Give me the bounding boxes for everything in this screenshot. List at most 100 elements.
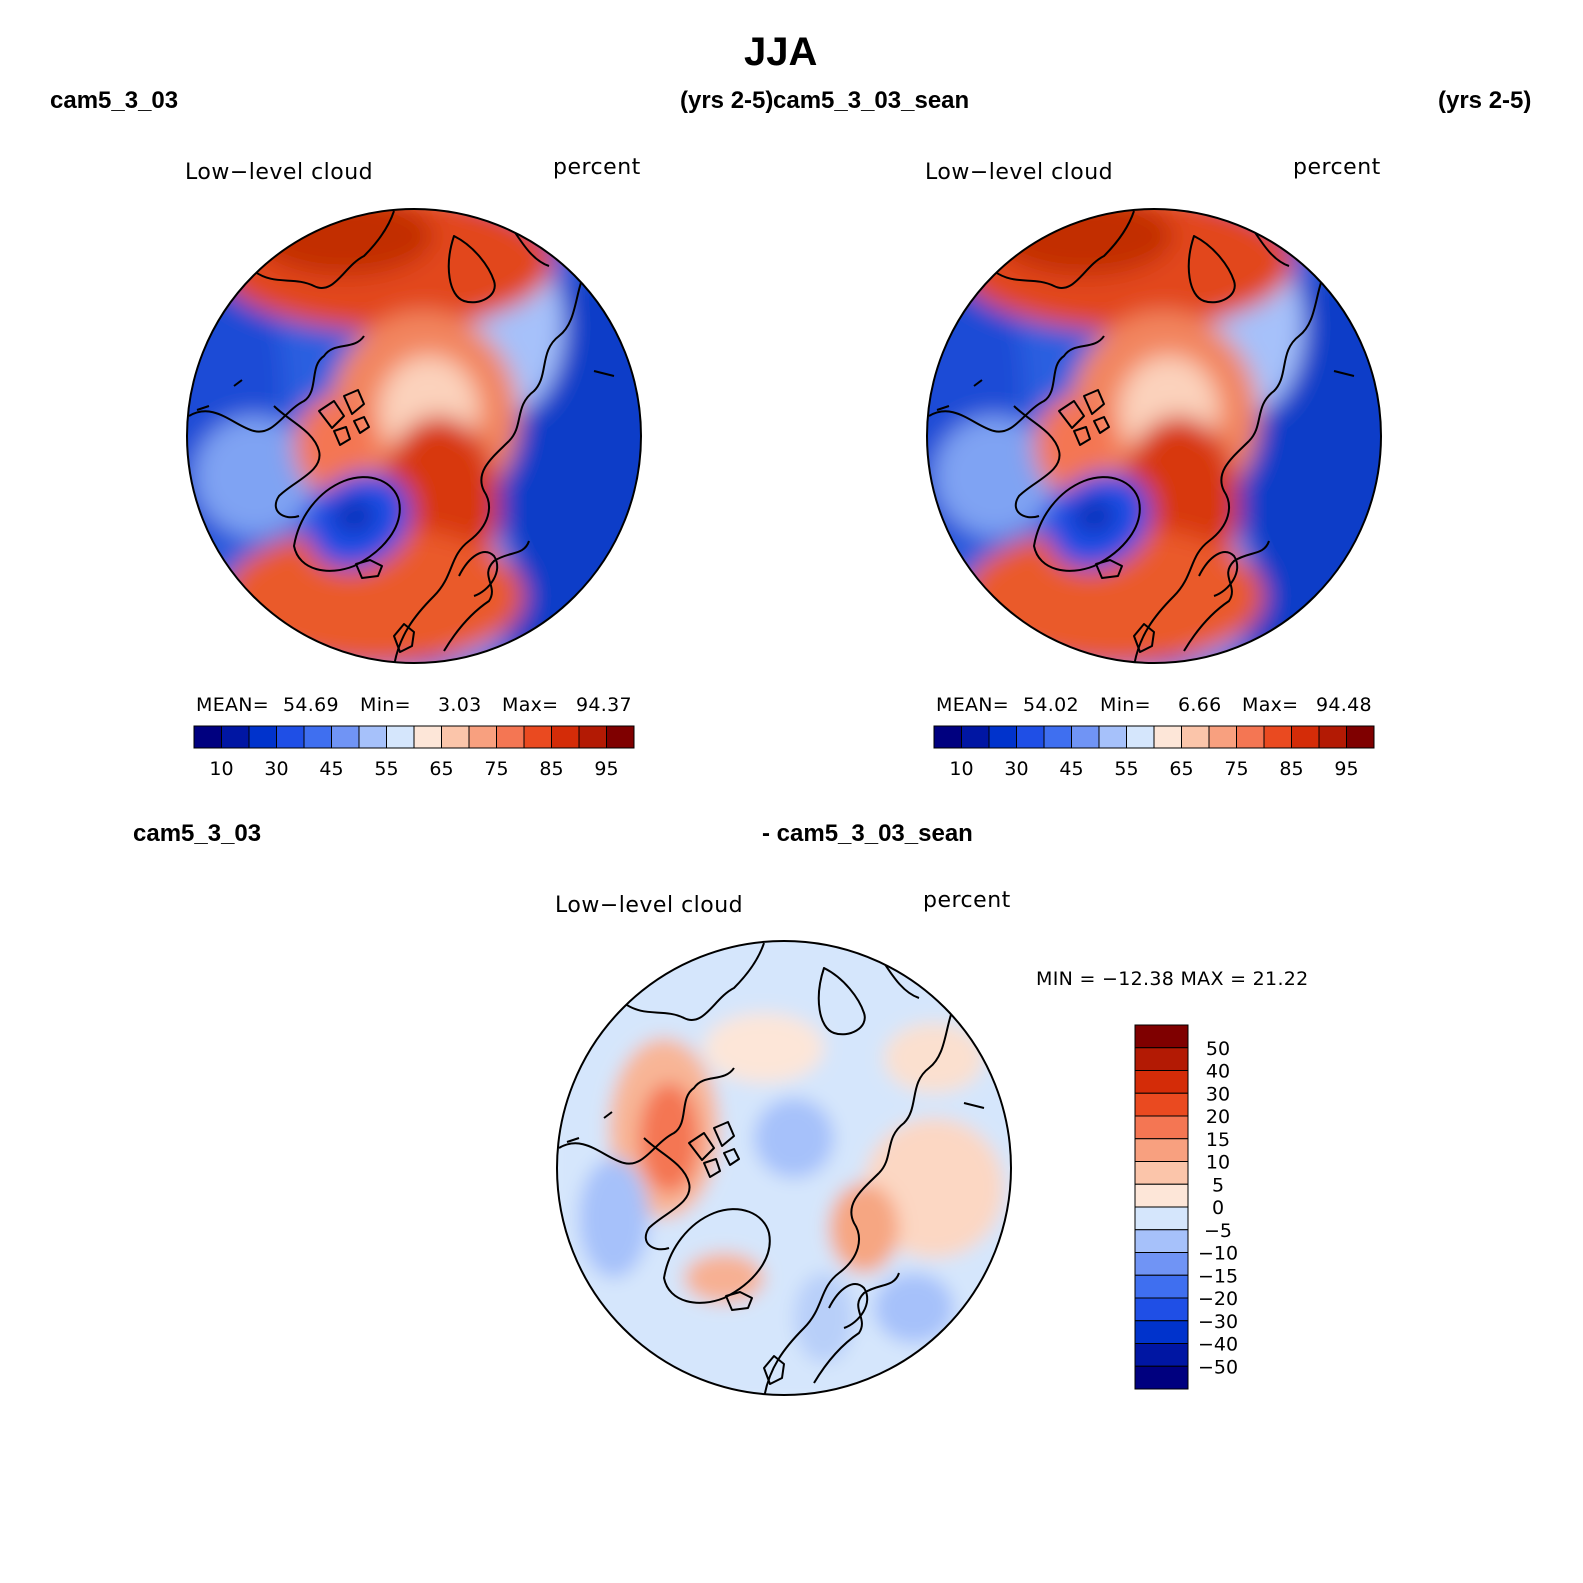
panel1-colorbar-swatch xyxy=(468,725,497,749)
diff-colorbar-tick-label: −5 xyxy=(1204,1220,1232,1242)
panel2-colorbar-swatch xyxy=(1291,725,1320,749)
panel1-colorbar-swatch xyxy=(386,725,415,749)
panel2-colorbar-tick-label: 45 xyxy=(1059,758,1083,780)
panel1-colorbar-swatch xyxy=(606,725,635,749)
diff-colorbar-swatch xyxy=(1134,1024,1189,1049)
panel2-max-value: 94.48 xyxy=(1316,694,1372,716)
panel2-colorbar-swatch xyxy=(1043,725,1072,749)
panel2-units-label: percent xyxy=(1293,155,1381,180)
diff-case-b-label: - cam5_3_03_sean xyxy=(762,820,973,847)
diff-units-label: percent xyxy=(923,888,1011,913)
diff-map-border xyxy=(556,940,1012,1396)
panel2-min-value: 6.66 xyxy=(1178,694,1222,716)
diff-colorbar-swatch xyxy=(1134,1365,1189,1390)
diff-colorbar-swatch xyxy=(1134,1320,1189,1344)
panel2-colorbar-tick-label: 30 xyxy=(1004,758,1028,780)
panel1-colorbar-swatch xyxy=(193,725,222,749)
panel2-colorbar-tick-label: 85 xyxy=(1279,758,1303,780)
panel2-map-border xyxy=(926,208,1382,664)
panel1-colorbar-swatch xyxy=(303,725,332,749)
diff-colorbar-tick-label: −15 xyxy=(1198,1265,1238,1287)
diff-colorbar-tick-label: −20 xyxy=(1198,1288,1238,1310)
panel2-colorbar-tick-label: 10 xyxy=(949,758,973,780)
panel2-variable-label: Low−level cloud xyxy=(925,160,1114,185)
diff-colorbar-swatch xyxy=(1134,1138,1189,1162)
diff-minmax-label: MIN = −12.38 MAX = 21.22 xyxy=(1036,968,1309,990)
diff-colorbar-tick-label: 40 xyxy=(1206,1061,1230,1083)
panel1-colorbar-swatch xyxy=(441,725,470,749)
panel2-colorbar: 10 30 45 55 65 75 85 95 xyxy=(933,725,1375,780)
diff-colorbar-swatch xyxy=(1134,1274,1189,1299)
diff-case-a-label: cam5_3_03 xyxy=(133,820,262,847)
panel1-variable-label: Low−level cloud xyxy=(185,160,374,185)
diff-colorbar-tick-label: 30 xyxy=(1206,1083,1230,1105)
panel1-colorbar-tick-label: 75 xyxy=(484,758,508,780)
panel2-colorbar-swatch xyxy=(988,725,1017,749)
panel2-colorbar-swatch xyxy=(933,725,962,749)
diff-colorbar-swatch xyxy=(1134,1183,1189,1208)
panel2-colorbar-swatch xyxy=(1181,725,1210,749)
panel1-colorbar-swatch xyxy=(221,725,250,749)
panel1-map xyxy=(187,209,641,663)
panel2-colorbar-swatch xyxy=(1346,725,1375,749)
diff-map xyxy=(557,941,1011,1395)
diff-colorbar-tick-label: 20 xyxy=(1206,1106,1230,1128)
diff-colorbar-swatch xyxy=(1134,1115,1189,1140)
panel1-colorbar-swatch xyxy=(276,725,305,749)
panel1-colorbar-tick-label: 30 xyxy=(264,758,288,780)
diff-colorbar-swatch xyxy=(1134,1161,1189,1185)
panel2-colorbar-swatch xyxy=(1263,725,1292,749)
panel2-colorbar-swatch xyxy=(1153,725,1182,749)
panel1-colorbar-tick-label: 45 xyxy=(319,758,343,780)
panel2-colorbar-swatch xyxy=(1208,725,1237,749)
panel2-years-label: (yrs 2-5) xyxy=(1438,87,1532,114)
panel2-colorbar-tick-label: 75 xyxy=(1224,758,1248,780)
diff-colorbar-tick-label: 15 xyxy=(1206,1129,1230,1151)
panel1-colorbar-swatch xyxy=(248,725,277,749)
panel2-colorbar-tick-label: 65 xyxy=(1169,758,1193,780)
diff-colorbar-swatch xyxy=(1134,1297,1189,1322)
panel1-min-label: Min= xyxy=(360,694,411,716)
panel1-colorbar-tick-label: 55 xyxy=(374,758,398,780)
panel2-map xyxy=(927,209,1381,663)
panel1-colorbar-swatch xyxy=(358,725,387,749)
panel1-years-label: (yrs 2-5) xyxy=(680,87,774,114)
panel2-colorbar-swatch xyxy=(1071,725,1100,749)
panel2-case-label: cam5_3_03_sean xyxy=(773,87,970,114)
panel1-mean-value: 54.69 xyxy=(283,694,339,716)
panel2-colorbar-swatch xyxy=(1126,725,1155,749)
diff-colorbar-tick-label: −40 xyxy=(1198,1334,1238,1356)
panel1-colorbar-swatch xyxy=(496,725,525,749)
diff-colorbar-tick-label: −10 xyxy=(1198,1243,1238,1265)
panel1-colorbar-swatch xyxy=(331,725,360,749)
panel1-units-label: percent xyxy=(553,155,641,180)
panel1-colorbar-swatch xyxy=(578,725,607,749)
panel2-colorbar-tick-label: 95 xyxy=(1334,758,1358,780)
diff-colorbar-tick-label: 50 xyxy=(1206,1038,1230,1060)
diff-variable-label: Low−level cloud xyxy=(555,893,744,918)
panel2-min-label: Min= xyxy=(1100,694,1151,716)
panel2-max-label: Max= xyxy=(1242,694,1299,716)
panel1-colorbar: 10 30 45 55 65 75 85 95 xyxy=(193,725,635,780)
panel1-map-border xyxy=(186,208,642,664)
panel1-max-value: 94.37 xyxy=(576,694,632,716)
panel1-case-label: cam5_3_03 xyxy=(50,87,179,114)
panel1-colorbar-swatch xyxy=(523,725,552,749)
panel1-colorbar-swatch xyxy=(551,725,580,749)
diff-colorbar-tick-label: 10 xyxy=(1206,1152,1230,1174)
panel2-colorbar-swatch xyxy=(1318,725,1347,749)
panel1-mean-label: MEAN= xyxy=(196,694,270,716)
diff-colorbar-tick-label: 5 xyxy=(1212,1174,1224,1196)
panel2-mean-label: MEAN= xyxy=(936,694,1010,716)
diff-colorbar-swatch xyxy=(1134,1343,1189,1367)
panel2-colorbar-swatch xyxy=(961,725,990,749)
panel2-mean-value: 54.02 xyxy=(1023,694,1079,716)
panel1-colorbar-tick-label: 85 xyxy=(539,758,563,780)
diff-colorbar-swatch xyxy=(1134,1047,1189,1071)
panel2-colorbar-swatch xyxy=(1016,725,1045,749)
panel1-colorbar-tick-label: 95 xyxy=(594,758,618,780)
diff-colorbar-swatch xyxy=(1134,1229,1189,1253)
panel1-colorbar-swatch xyxy=(413,725,442,749)
